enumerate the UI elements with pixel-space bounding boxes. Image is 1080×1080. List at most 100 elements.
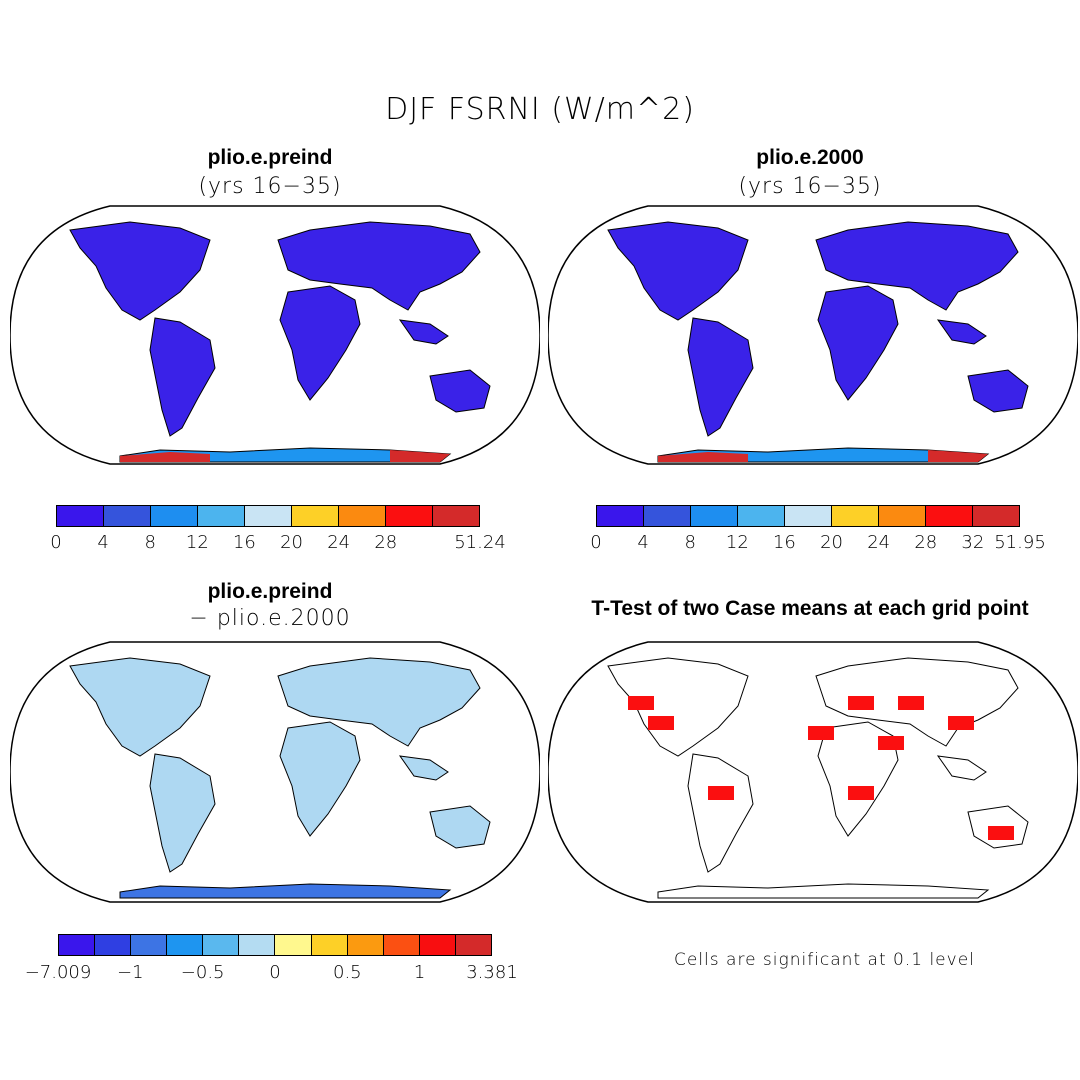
- map-ttest: [548, 641, 1078, 903]
- continent-outline: [277, 657, 481, 747]
- colorbar-tick-label: 24: [867, 532, 891, 553]
- map-preind: [10, 205, 540, 465]
- colorbar-tick-label: −1: [117, 962, 144, 983]
- colorbar-cell: [455, 935, 491, 955]
- colorbar-tick-label: 3.381: [466, 962, 518, 983]
- land-masses: [607, 221, 1029, 437]
- map-difference: [10, 641, 540, 903]
- colorbar-cell: [198, 506, 245, 526]
- colorbar-tick-label: 20: [280, 532, 303, 553]
- colorbar-preind: [56, 505, 480, 527]
- colorbar-cell: [644, 506, 691, 526]
- colorbar-tick-label: 1: [413, 962, 426, 983]
- colorbar-tick-label: 16: [232, 532, 256, 553]
- colorbar-cell: [203, 935, 240, 955]
- significant-cells: [878, 736, 904, 750]
- significant-cells: [708, 786, 734, 800]
- colorbar-tick-label: 12: [725, 532, 749, 553]
- panel4-title: T-Test of two Case means at each grid po…: [591, 597, 1029, 620]
- colorbar-cell: [57, 506, 104, 526]
- colorbar-cell: [167, 935, 204, 955]
- colorbar-cell: [383, 935, 420, 955]
- colorbar-cell: [131, 935, 168, 955]
- colorbar-cell: [879, 506, 926, 526]
- land-masses: [69, 657, 491, 873]
- colorbar-cell: [311, 935, 348, 955]
- colorbar-difference-labels: −7.009 −1 −0.5 0 0.5 1 3.381: [25, 962, 518, 986]
- continent-outline: [936, 755, 987, 781]
- colorbar-tick-label: 32: [961, 532, 985, 553]
- colorbar-cell: [597, 506, 644, 526]
- continent-outline: [429, 369, 491, 413]
- antarctica: [657, 883, 990, 899]
- antarctica: [119, 447, 452, 463]
- colorbar-2000-labels: 0 4 8 12 16 20 24 28 32 51.95: [590, 532, 1045, 556]
- colorbar-cell: [95, 935, 132, 955]
- continent-outline: [687, 317, 754, 437]
- colorbar-tick-label: 0: [269, 962, 281, 983]
- land-masses: [607, 657, 1029, 873]
- colorbar-tick-label: 28: [374, 532, 398, 553]
- colorbar-preind-labels: 0 4 8 12 16 20 24 28 51.24: [50, 532, 505, 556]
- continent-outline: [607, 221, 749, 321]
- continent-outline: [936, 319, 987, 345]
- colorbar-2000: [596, 505, 1020, 527]
- colorbar-cell: [339, 506, 386, 526]
- colorbar-tick-label: 24: [327, 532, 351, 553]
- continent-outline: [817, 285, 899, 401]
- colorbar-difference: [58, 934, 492, 956]
- significant-cells: [628, 696, 654, 710]
- panel2-title: plio.e.2000: [756, 146, 864, 169]
- colorbar-cell: [926, 506, 973, 526]
- continent-outline: [429, 805, 491, 849]
- colorbar-tick-label: 28: [914, 532, 938, 553]
- colorbar-cell: [973, 506, 1019, 526]
- colorbar-tick-label: 0: [590, 532, 602, 553]
- colorbar-cell: [292, 506, 339, 526]
- antarctica-high-values: [658, 450, 988, 462]
- colorbar-tick-label: 4: [97, 532, 109, 553]
- colorbar-tick-label: −7.009: [24, 962, 92, 983]
- colorbar-cell: [691, 506, 738, 526]
- colorbar-cell: [386, 506, 433, 526]
- significant-cells: [808, 726, 834, 740]
- continent-outline: [817, 721, 899, 837]
- colorbar-tick-label: 4: [637, 532, 649, 553]
- panel1-title: plio.e.preind: [207, 146, 333, 169]
- colorbar-cell: [433, 506, 479, 526]
- panel2-subtitle: (yrs 16−35): [738, 174, 882, 199]
- continent-outline: [279, 285, 361, 401]
- colorbar-tick-label: 16: [772, 532, 796, 553]
- colorbar-tick-label: −0.5: [180, 962, 225, 983]
- colorbar-tick-label: 8: [144, 532, 156, 553]
- continent-outline: [815, 221, 1019, 311]
- continent-outline: [967, 369, 1029, 413]
- colorbar-cell: [104, 506, 151, 526]
- continent-outline: [277, 221, 481, 311]
- main-title: DJF FSRNI (W/m^2): [385, 92, 695, 127]
- colorbar-cell: [832, 506, 879, 526]
- colorbar-cell: [151, 506, 198, 526]
- continent-outline: [149, 317, 216, 437]
- colorbar-tick-label: 0: [50, 532, 62, 553]
- significant-cells: [848, 696, 874, 710]
- colorbar-cell: [275, 935, 312, 955]
- antarctica-high-values: [120, 450, 450, 462]
- continent-outline: [398, 755, 449, 781]
- antarctica-outline: [657, 883, 990, 899]
- significant-cells: [948, 716, 974, 730]
- significant-cells: [898, 696, 924, 710]
- colorbar-tick-label: 12: [185, 532, 209, 553]
- continent-outline: [279, 721, 361, 837]
- land-masses: [69, 221, 491, 437]
- significant-cells: [648, 716, 674, 730]
- significant-cells: [848, 786, 874, 800]
- significant-cells: [988, 826, 1014, 840]
- panel3-title: plio.e.preind: [207, 580, 333, 603]
- colorbar-cell: [59, 935, 96, 955]
- continent-outline: [149, 753, 216, 873]
- colorbar-tick-label: 8: [684, 532, 696, 553]
- antarctica-outline: [119, 883, 452, 899]
- continent-outline: [398, 319, 449, 345]
- significance-note: Cells are significant at 0.1 level: [674, 950, 975, 970]
